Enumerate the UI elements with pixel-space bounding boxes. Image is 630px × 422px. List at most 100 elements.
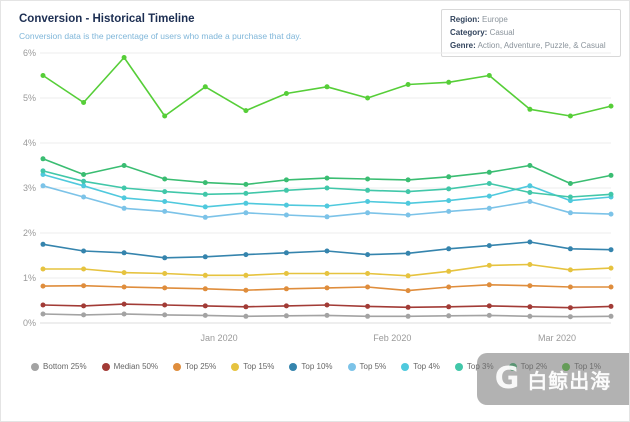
data-point[interactable] xyxy=(162,113,168,119)
legend-item[interactable]: Top 3% xyxy=(454,362,494,371)
data-point[interactable] xyxy=(324,312,330,318)
data-point[interactable] xyxy=(324,248,330,254)
data-point[interactable] xyxy=(527,163,533,168)
data-point[interactable] xyxy=(527,190,533,195)
data-point[interactable] xyxy=(486,262,492,268)
data-point[interactable] xyxy=(446,268,452,274)
data-point[interactable] xyxy=(202,84,208,90)
data-point[interactable] xyxy=(446,208,452,214)
data-point[interactable] xyxy=(81,183,87,189)
data-point[interactable] xyxy=(527,262,533,267)
data-point[interactable] xyxy=(527,304,533,310)
data-point[interactable] xyxy=(608,172,614,178)
data-point[interactable] xyxy=(243,272,249,278)
data-point[interactable] xyxy=(405,82,411,87)
data-point[interactable] xyxy=(162,199,168,204)
data-point[interactable] xyxy=(202,272,208,278)
data-point[interactable] xyxy=(283,303,289,309)
data-point[interactable] xyxy=(121,284,127,290)
data-point[interactable] xyxy=(202,254,208,260)
data-point[interactable] xyxy=(567,181,573,186)
data-point[interactable] xyxy=(283,313,289,319)
data-point[interactable] xyxy=(405,304,411,310)
data-point[interactable] xyxy=(162,302,168,308)
data-point[interactable] xyxy=(81,194,87,200)
data-point[interactable] xyxy=(324,214,330,220)
data-point[interactable] xyxy=(405,200,411,206)
data-point[interactable] xyxy=(40,168,46,174)
data-point[interactable] xyxy=(567,246,573,252)
series-line[interactable] xyxy=(42,185,612,219)
data-point[interactable] xyxy=(202,303,208,309)
data-point[interactable] xyxy=(608,284,614,290)
data-point[interactable] xyxy=(40,311,46,317)
series-line[interactable] xyxy=(42,170,612,198)
data-point[interactable] xyxy=(243,313,249,319)
data-point[interactable] xyxy=(40,283,46,289)
data-point[interactable] xyxy=(365,284,371,290)
data-point[interactable] xyxy=(486,181,492,186)
data-point[interactable] xyxy=(40,156,46,162)
data-point[interactable] xyxy=(243,210,249,216)
data-point[interactable] xyxy=(365,252,371,258)
data-point[interactable] xyxy=(486,193,492,199)
legend-item[interactable]: Bottom 25% xyxy=(31,362,87,371)
data-point[interactable] xyxy=(324,302,330,308)
data-point[interactable] xyxy=(81,100,87,105)
data-point[interactable] xyxy=(486,205,492,211)
data-point[interactable] xyxy=(243,181,249,187)
data-point[interactable] xyxy=(365,199,371,204)
data-point[interactable] xyxy=(81,283,87,289)
data-point[interactable] xyxy=(608,265,614,271)
data-point[interactable] xyxy=(486,282,492,288)
data-point[interactable] xyxy=(40,241,46,247)
data-point[interactable] xyxy=(243,287,249,293)
data-point[interactable] xyxy=(324,271,330,276)
data-point[interactable] xyxy=(40,302,46,308)
data-point[interactable] xyxy=(527,239,533,245)
data-point[interactable] xyxy=(324,185,330,191)
data-point[interactable] xyxy=(405,189,411,195)
data-point[interactable] xyxy=(162,176,168,182)
data-point[interactable] xyxy=(365,176,371,182)
data-point[interactable] xyxy=(608,303,614,309)
legend-item[interactable]: Top 25% xyxy=(173,362,216,371)
data-point[interactable] xyxy=(121,195,127,201)
data-point[interactable] xyxy=(567,267,573,273)
data-point[interactable] xyxy=(202,214,208,220)
data-point[interactable] xyxy=(608,247,614,253)
data-point[interactable] xyxy=(365,210,371,216)
legend-item[interactable]: Top 4% xyxy=(401,362,440,371)
data-point[interactable] xyxy=(324,285,330,291)
data-point[interactable] xyxy=(527,283,533,289)
data-point[interactable] xyxy=(121,163,127,168)
data-point[interactable] xyxy=(608,103,614,109)
data-point[interactable] xyxy=(365,313,371,319)
legend-item[interactable]: Top 10% xyxy=(289,362,333,371)
data-point[interactable] xyxy=(405,313,411,319)
data-point[interactable] xyxy=(243,252,249,258)
data-point[interactable] xyxy=(243,200,249,206)
data-point[interactable] xyxy=(283,286,289,292)
data-point[interactable] xyxy=(527,313,533,319)
data-point[interactable] xyxy=(243,190,249,196)
data-point[interactable] xyxy=(81,248,87,254)
data-point[interactable] xyxy=(121,55,127,60)
data-point[interactable] xyxy=(446,246,452,252)
data-point[interactable] xyxy=(283,202,289,208)
data-point[interactable] xyxy=(486,73,492,78)
data-point[interactable] xyxy=(202,204,208,210)
data-point[interactable] xyxy=(567,314,573,320)
data-point[interactable] xyxy=(527,183,533,189)
data-point[interactable] xyxy=(405,177,411,183)
data-point[interactable] xyxy=(202,191,208,197)
data-point[interactable] xyxy=(608,313,614,319)
data-point[interactable] xyxy=(121,311,127,317)
data-point[interactable] xyxy=(446,304,452,310)
data-point[interactable] xyxy=(40,266,46,272)
data-point[interactable] xyxy=(446,198,452,204)
data-point[interactable] xyxy=(40,183,46,189)
data-point[interactable] xyxy=(324,175,330,181)
data-point[interactable] xyxy=(162,208,168,214)
legend-item[interactable]: Top 5% xyxy=(347,362,386,371)
